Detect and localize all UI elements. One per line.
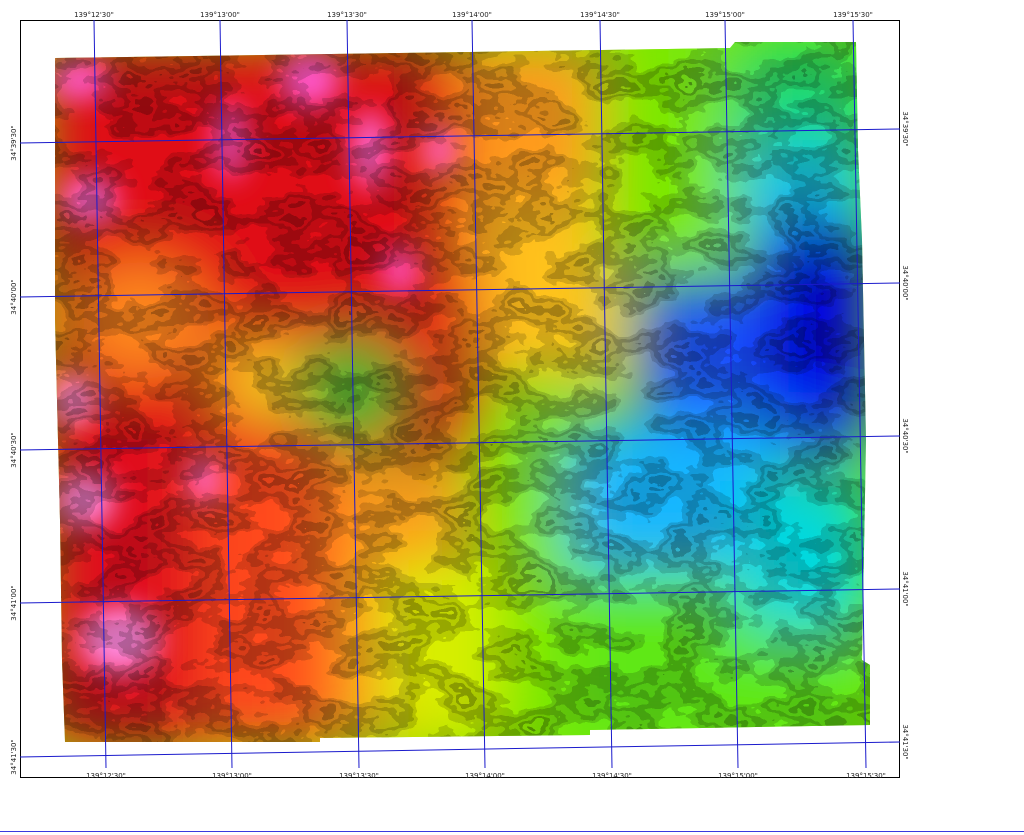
bottom-longitude-label: 139°14'30"	[592, 772, 632, 780]
meridian-line	[346, 19, 360, 769]
right-latitude-label: 34°41'00"	[901, 571, 909, 606]
bottom-longitude-label: 139°15'00"	[718, 772, 758, 780]
parallel-line	[19, 128, 901, 144]
bottom-longitude-label: 139°15'30"	[846, 772, 886, 780]
left-latitude-label: 34°39'30"	[10, 125, 18, 160]
meridian-line	[219, 19, 233, 769]
coordinate-grid	[19, 19, 901, 769]
left-latitude-label: 34°41'00"	[10, 585, 18, 620]
parallel-line	[19, 282, 901, 298]
parallel-line	[19, 741, 901, 758]
meridian-line	[471, 19, 486, 769]
meridian-line	[724, 19, 739, 769]
elevation-raster	[55, 42, 870, 742]
bottom-divider	[0, 831, 1024, 832]
top-longitude-label: 139°15'00"	[705, 11, 745, 19]
left-latitude-label: 34°40'30"	[10, 432, 18, 467]
top-longitude-label: 139°15'30"	[833, 11, 873, 19]
bottom-longitude-label: 139°12'30"	[86, 772, 126, 780]
bottom-longitude-label: 139°13'00"	[212, 772, 252, 780]
top-longitude-label: 139°14'30"	[580, 11, 620, 19]
top-longitude-label: 139°14'00"	[452, 11, 492, 19]
top-longitude-label: 139°13'00"	[200, 11, 240, 19]
left-latitude-label: 34°40'00"	[10, 279, 18, 314]
meridian-line	[93, 19, 107, 769]
bottom-longitude-label: 139°14'00"	[465, 772, 505, 780]
left-latitude-label: 34°41'30"	[10, 739, 18, 774]
top-longitude-label: 139°12'30"	[74, 11, 114, 19]
parallel-line	[19, 435, 901, 451]
right-latitude-label: 34°40'30"	[901, 418, 909, 453]
meridian-line	[852, 19, 867, 769]
meridian-line	[599, 19, 613, 769]
right-latitude-label: 34°41'30"	[901, 724, 909, 759]
coordinate-labels: 139°12'30" 139°12'30" 139°13'00" 139°13'00"…	[10, 11, 909, 780]
bottom-longitude-label: 139°13'30"	[339, 772, 379, 780]
right-latitude-label: 34°39'30"	[901, 111, 909, 146]
top-longitude-label: 139°13'30"	[327, 11, 367, 19]
parallel-line	[19, 588, 901, 604]
right-latitude-label: 34°40'00"	[901, 265, 909, 300]
